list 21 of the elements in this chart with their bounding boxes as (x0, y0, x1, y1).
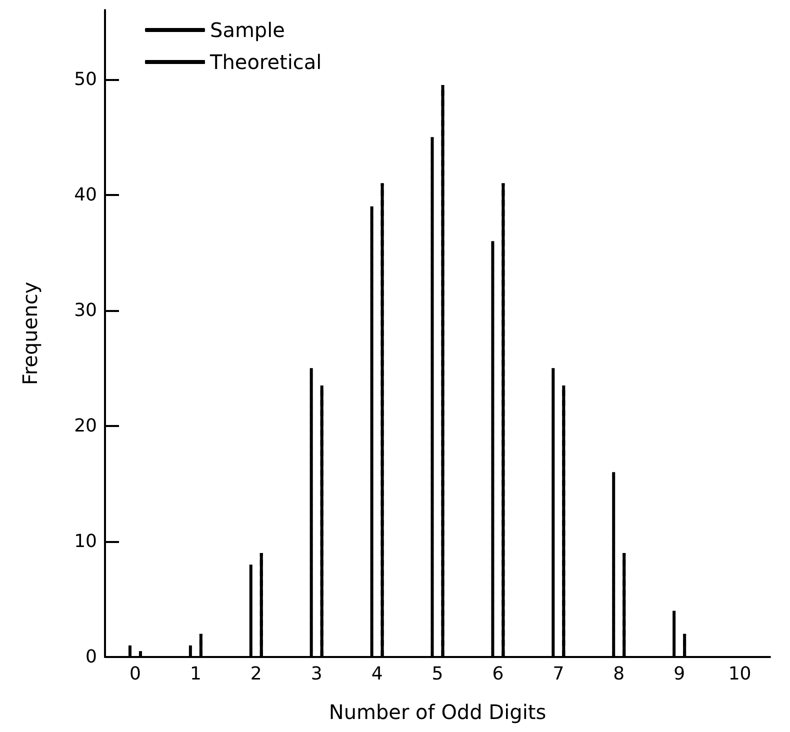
x-tick-label: 3 (310, 664, 322, 684)
y-tick-label: 10 (74, 530, 97, 552)
y-tick-label: 20 (74, 415, 97, 436)
legend-label: Sample (210, 18, 285, 42)
x-tick-label: 5 (432, 664, 444, 684)
y-tick-label: 30 (74, 300, 97, 321)
x-tick-label: 9 (674, 664, 686, 684)
x-tick-label: 7 (552, 664, 564, 684)
x-tick-label: 6 (492, 664, 504, 684)
x-tick-label: 2 (250, 664, 262, 684)
y-tick-label: 40 (74, 184, 97, 206)
x-tick-label: 1 (190, 664, 202, 684)
y-tick-label: 50 (74, 68, 97, 90)
x-tick-label: 8 (613, 664, 625, 684)
y-axis-title: Frequency (18, 282, 42, 386)
x-tick-label: 10 (728, 664, 752, 684)
y-tick-label: 0 (86, 646, 97, 668)
legend-label: Theoretical (209, 50, 322, 74)
x-axis-title: Number of Odd Digits (328, 700, 546, 724)
x-tick-label: 4 (371, 664, 383, 684)
x-tick-label: 0 (130, 664, 141, 684)
